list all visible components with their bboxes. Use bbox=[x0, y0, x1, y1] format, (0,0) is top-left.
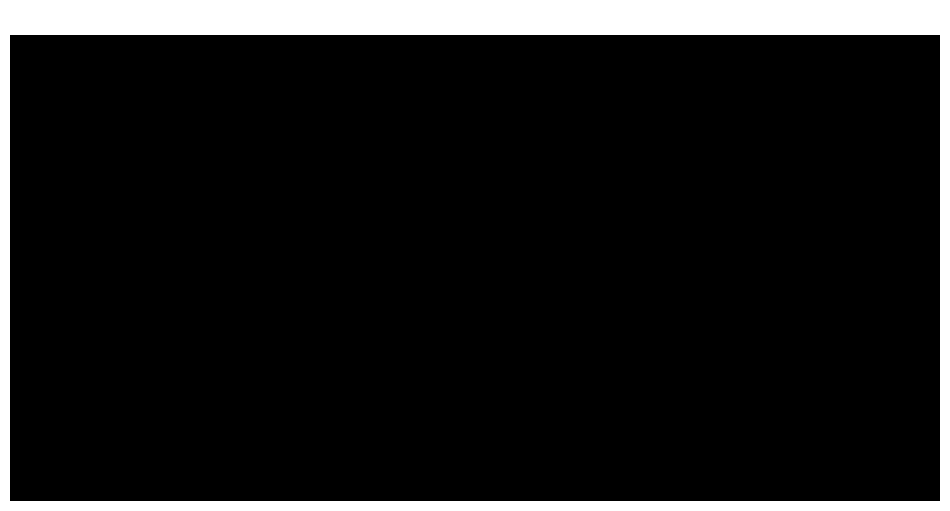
word-cloud-canvas bbox=[10, 35, 940, 501]
